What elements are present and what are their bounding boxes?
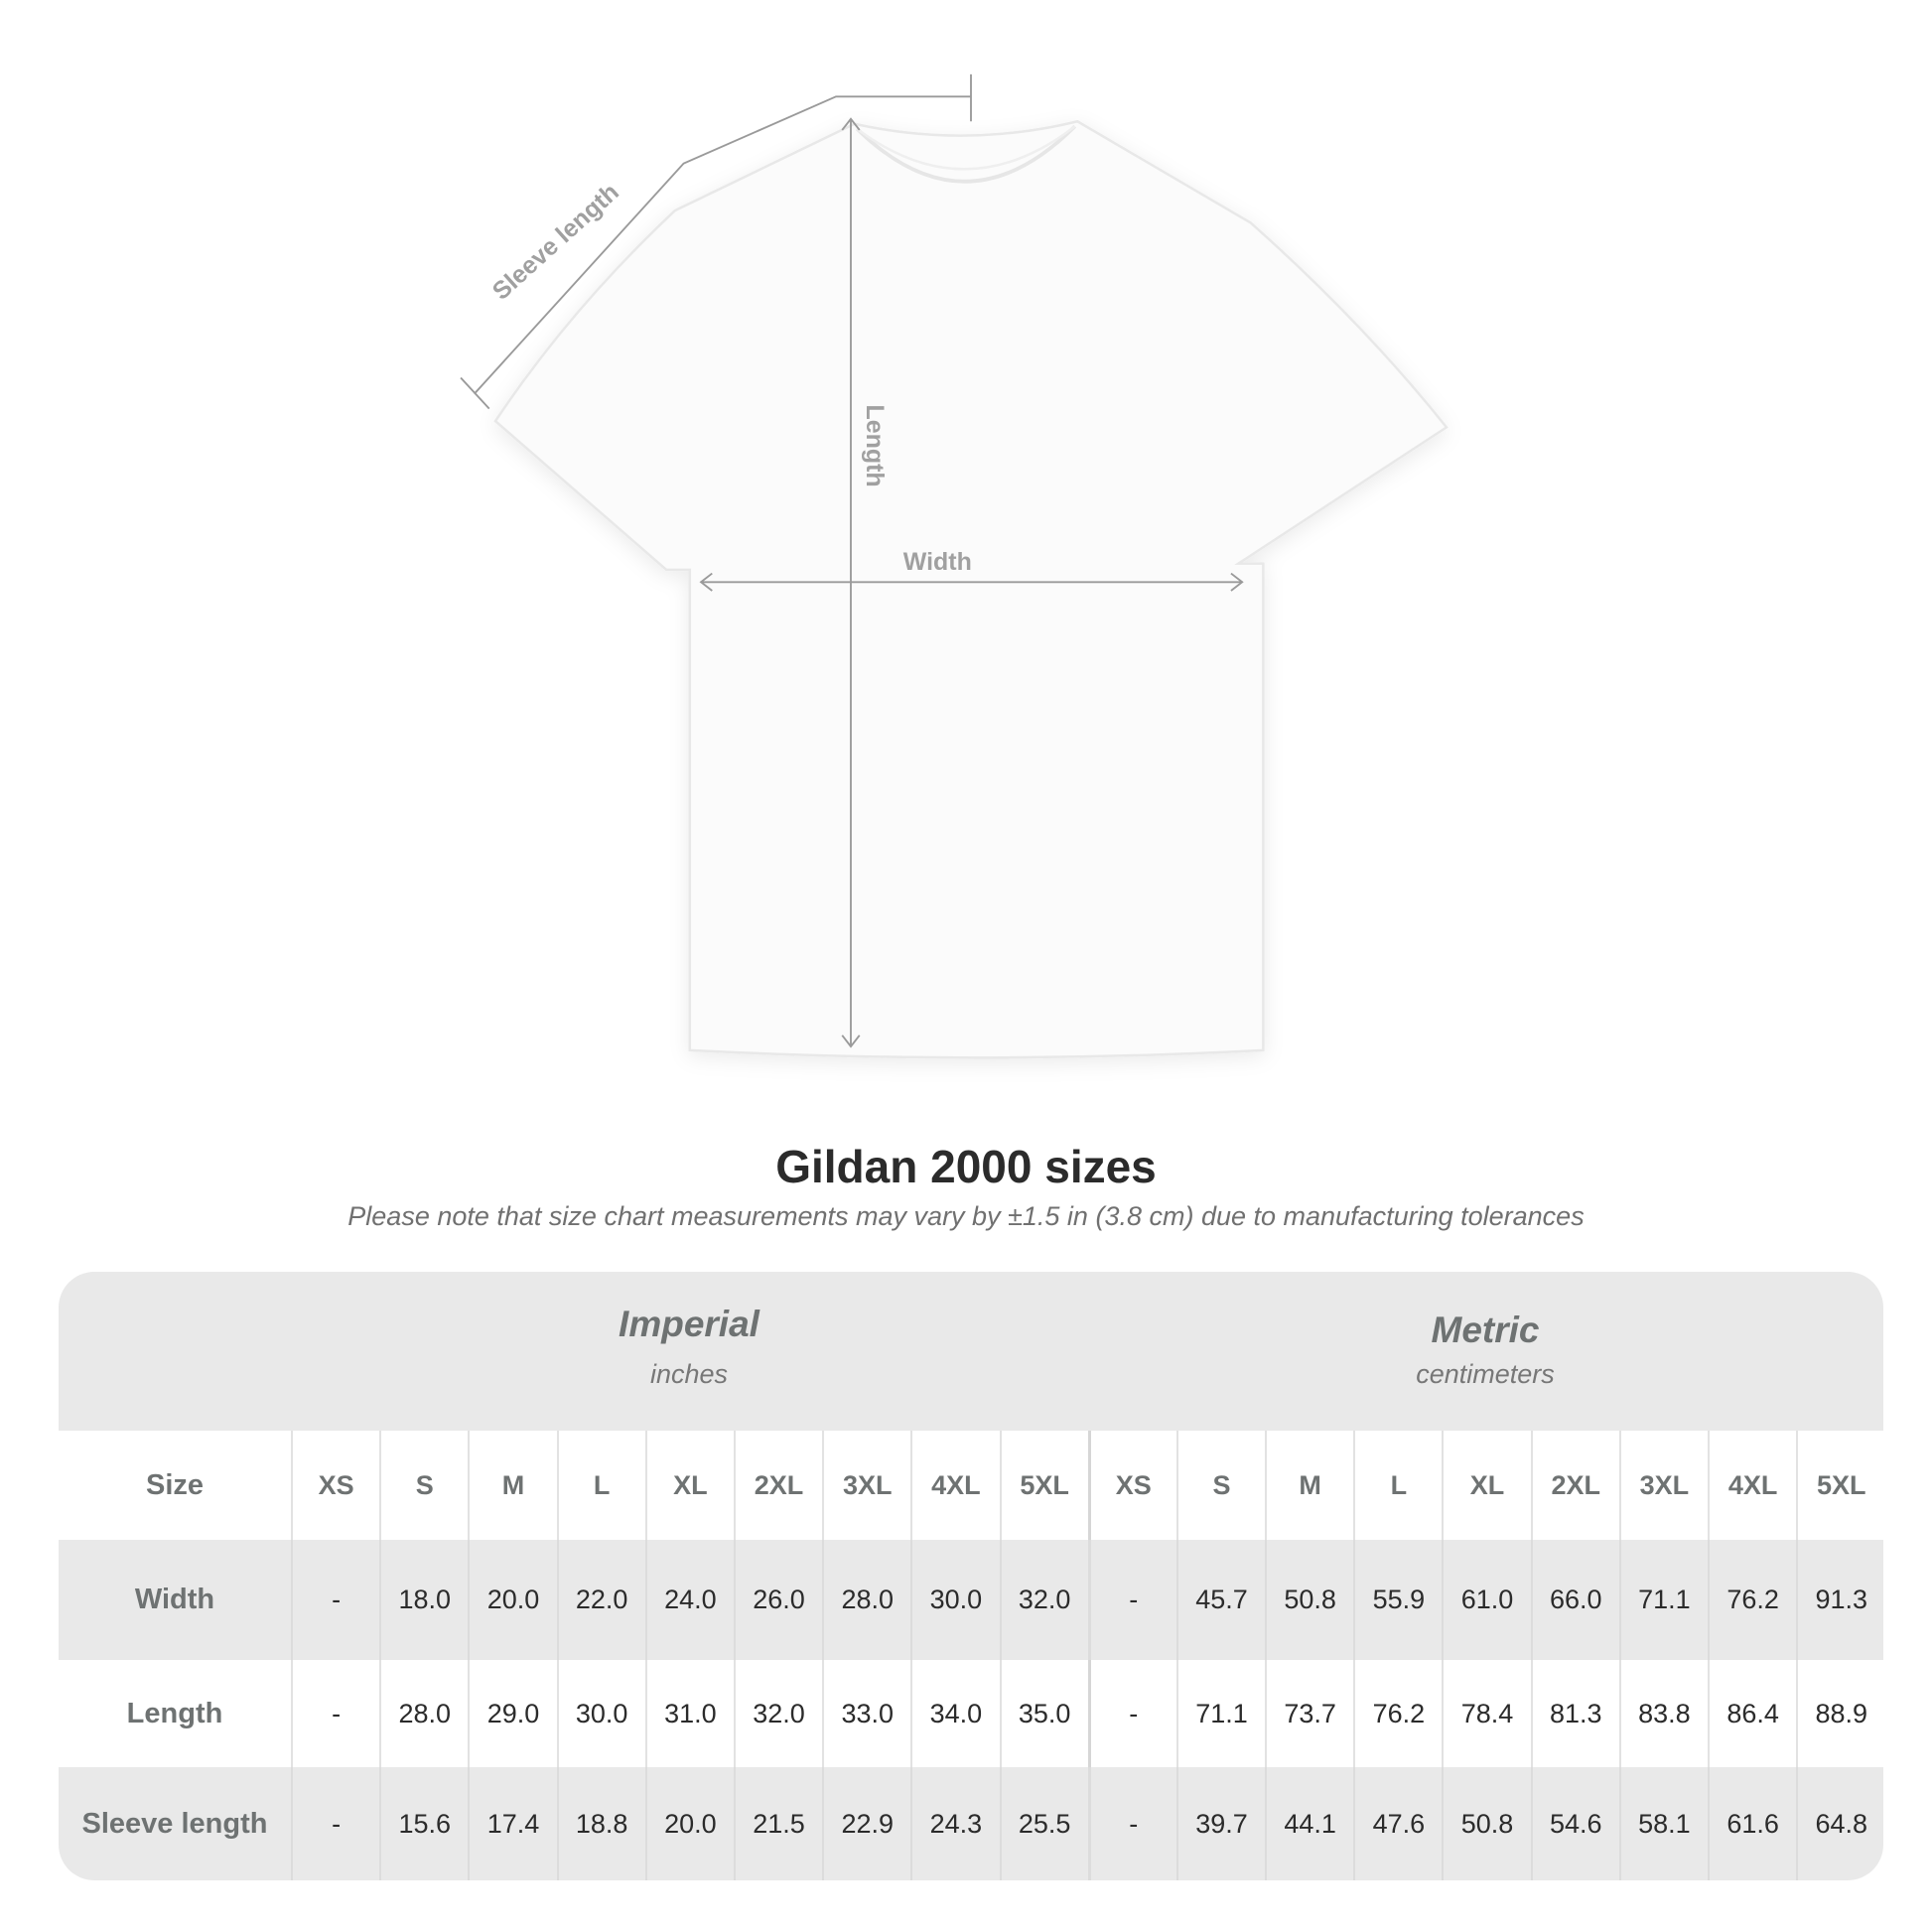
table-cell: 25.5 [999, 1767, 1088, 1880]
row-label: Size [145, 1468, 205, 1501]
table-cell: 64.8 [1796, 1767, 1883, 1880]
sleeve-measure-line [474, 95, 971, 395]
table-cell: 15.6 [379, 1767, 468, 1880]
table-cell: - [1087, 1767, 1176, 1880]
table-row: Width -18.0 20.0 22.0 24.0 26.0 28.0 30.0 32.0-4… [59, 1540, 1883, 1660]
table-cell: - [291, 1767, 379, 1880]
size-header-cell: XL [1442, 1431, 1530, 1540]
table-cell: 20.0 [644, 1767, 734, 1880]
table-cell: 50.8 [1442, 1767, 1530, 1880]
table-cell: 50.8 [1265, 1540, 1353, 1660]
size-header-cell: S [1175, 1431, 1265, 1540]
table-cell: 24.3 [910, 1767, 999, 1880]
table-cell: - [1087, 1540, 1176, 1660]
table-cell: 44.1 [1265, 1767, 1353, 1880]
table-cell: 35.0 [999, 1660, 1088, 1767]
table-cell: 30.0 [910, 1540, 999, 1660]
imperial-title: Imperial [619, 1304, 759, 1344]
size-header-row: Size XS S M L XL 2XL 3XL 4XL 5XL XS S M L XL 2XL 3XL 4XL 5… [59, 1431, 1883, 1540]
table-cell: 29.0 [468, 1660, 556, 1767]
metric-title: Metric [1431, 1310, 1540, 1350]
size-header-cell: XS [291, 1431, 379, 1540]
size-header-cell: M [1265, 1431, 1353, 1540]
table-cell: - [1087, 1660, 1176, 1767]
size-header-cell: 2XL [1530, 1431, 1619, 1540]
size-header-cell: XS [1087, 1431, 1176, 1540]
table-cell: 28.0 [379, 1660, 468, 1767]
size-header-cell: 5XL [999, 1431, 1088, 1540]
page-title: Gildan 2000 sizes [775, 1141, 1157, 1192]
table-cell: 66.0 [1530, 1540, 1619, 1660]
table-cell: 24.0 [644, 1540, 734, 1660]
table-cell: - [291, 1540, 379, 1660]
imperial-unit: inches [649, 1359, 729, 1389]
row-label: Length [126, 1697, 223, 1729]
width-label: Width [903, 548, 972, 576]
table-cell: 61.6 [1708, 1767, 1796, 1880]
table-cell: 88.9 [1796, 1660, 1883, 1767]
size-header-cell: 3XL [1618, 1431, 1708, 1540]
size-table: Imperial inches Metric centimeters Size X… [59, 1272, 1883, 1880]
tshirt-shape [493, 119, 1449, 1059]
table-cell: 18.8 [556, 1767, 645, 1880]
size-header-cell: 2XL [733, 1431, 822, 1540]
table-cell: 26.0 [733, 1540, 822, 1660]
table-cell: 47.6 [1353, 1767, 1442, 1880]
size-header-cell: S [379, 1431, 468, 1540]
size-header-cell: XL [644, 1431, 734, 1540]
size-header-cell: L [556, 1431, 645, 1540]
row-label: Sleeve length [81, 1807, 268, 1840]
table-cell: 34.0 [910, 1660, 999, 1767]
table-cell: 32.0 [733, 1660, 822, 1767]
size-header-cell: 3XL [822, 1431, 910, 1540]
table-cell: 31.0 [644, 1660, 734, 1767]
table-cell: 32.0 [999, 1540, 1088, 1660]
size-header-cell: 4XL [910, 1431, 999, 1540]
metric-unit: centimeters [1416, 1359, 1555, 1389]
table-cell: 28.0 [822, 1540, 910, 1660]
table-cell: 61.0 [1442, 1540, 1530, 1660]
table-cell: 86.4 [1708, 1660, 1796, 1767]
size-header-cell: 5XL [1796, 1431, 1883, 1540]
table-cell: 83.8 [1618, 1660, 1708, 1767]
length-label: Length [861, 405, 889, 487]
table-cell: - [291, 1660, 379, 1767]
table-cell: 91.3 [1796, 1540, 1883, 1660]
table-cell: 22.0 [556, 1540, 645, 1660]
table-cell: 76.2 [1708, 1540, 1796, 1660]
table-cell: 22.9 [822, 1767, 910, 1880]
table-cell: 45.7 [1175, 1540, 1265, 1660]
size-header-cell: M [468, 1431, 556, 1540]
table-cell: 17.4 [468, 1767, 556, 1880]
table-cell: 76.2 [1353, 1660, 1442, 1767]
tolerance-note: Please note that size chart measurements… [347, 1201, 1585, 1231]
table-row: Sleeve length -15.6 17.4 18.8 20.0 21.5 22.9 24… [59, 1767, 1883, 1880]
table-cell: 73.7 [1265, 1660, 1353, 1767]
table-cell: 18.0 [379, 1540, 468, 1660]
metric-header: Metric centimeters [1087, 1272, 1883, 1431]
row-label: Width [134, 1584, 215, 1615]
table-cell: 30.0 [556, 1660, 645, 1767]
size-header-cell: L [1353, 1431, 1442, 1540]
imperial-header: Imperial inches [291, 1272, 1087, 1431]
table-cell: 58.1 [1618, 1767, 1708, 1880]
size-header-cell: 4XL [1708, 1431, 1796, 1540]
table-cell: 39.7 [1175, 1767, 1265, 1880]
table-cell: 20.0 [468, 1540, 556, 1660]
table-row: Length -28.0 29.0 30.0 31.0 32.0 33.0 34.0 35.0-… [59, 1660, 1883, 1767]
table-cell: 33.0 [822, 1660, 910, 1767]
table-cell: 55.9 [1353, 1540, 1442, 1660]
table-cell: 71.1 [1175, 1660, 1265, 1767]
table-cell: 54.6 [1530, 1767, 1619, 1880]
table-cell: 71.1 [1618, 1540, 1708, 1660]
table-cell: 78.4 [1442, 1660, 1530, 1767]
table-cell: 21.5 [733, 1767, 822, 1880]
table-cell: 81.3 [1530, 1660, 1619, 1767]
